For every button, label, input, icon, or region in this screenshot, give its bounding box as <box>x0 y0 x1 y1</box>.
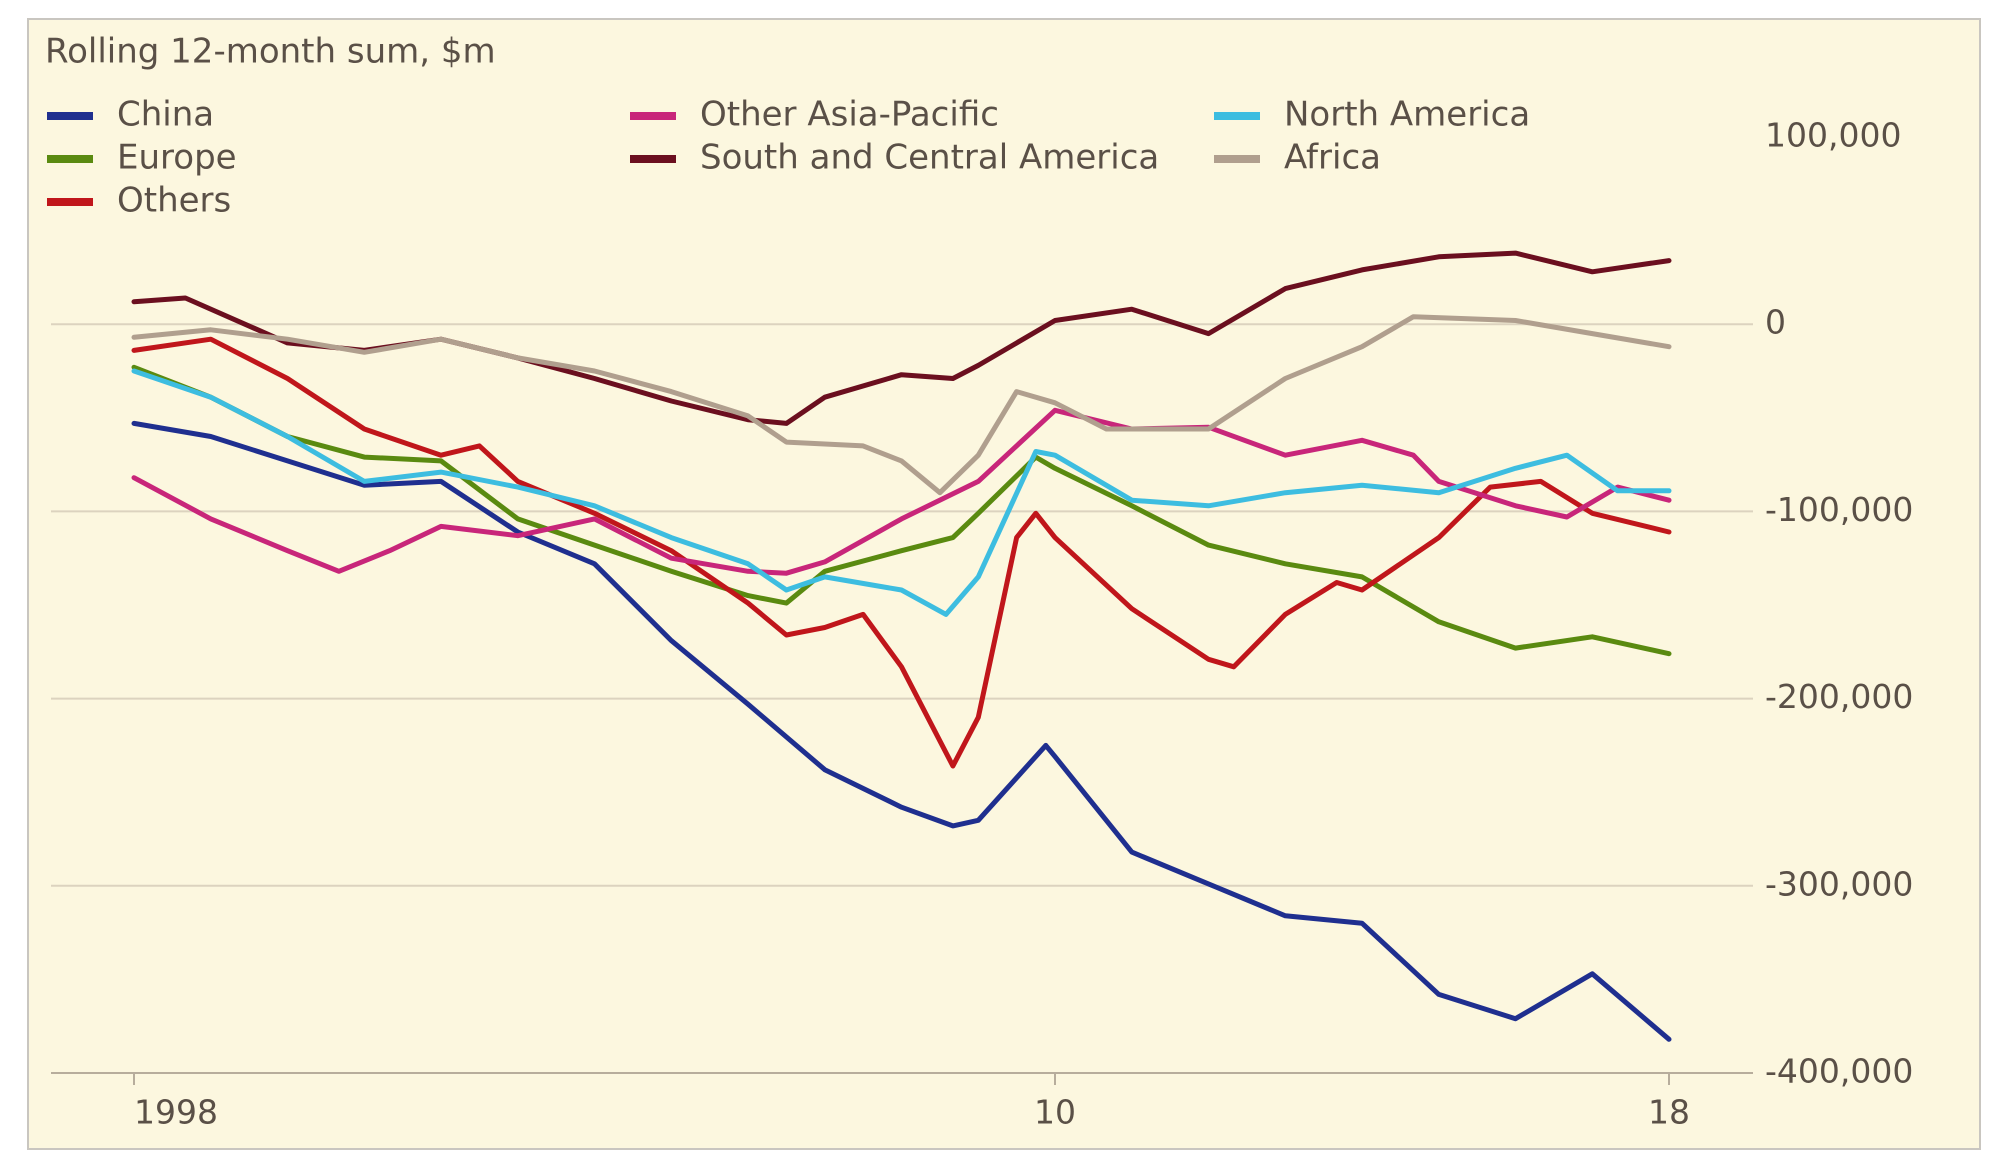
y-tick-label: 100,000 <box>1765 116 1901 155</box>
y-tick-label: -200,000 <box>1765 677 1913 716</box>
x-tick-label: 1998 <box>134 1093 218 1132</box>
series-line <box>131 336 1672 769</box>
series-line <box>131 368 1672 617</box>
legend-label: China <box>117 95 214 135</box>
legend-label: North America <box>1284 95 1530 135</box>
x-tick-label: 10 <box>1034 1093 1076 1132</box>
legend-label: Others <box>117 181 231 221</box>
series-line <box>131 407 1672 576</box>
series-line <box>131 364 1672 657</box>
y-tick-label: -300,000 <box>1765 864 1913 903</box>
y-tick-label: -100,000 <box>1765 490 1913 529</box>
y-tick-label: -400,000 <box>1765 1052 1913 1091</box>
legend-label: Africa <box>1284 138 1381 178</box>
chart-title: Rolling 12-month sum, $m <box>45 32 496 72</box>
chart-frame <box>27 18 1981 1150</box>
series-line <box>131 314 1672 496</box>
series-line <box>131 420 1672 1042</box>
legend-label: Europe <box>117 138 237 178</box>
legend-label: Other Asia-Pacific <box>700 95 999 135</box>
x-tick-label: 18 <box>1648 1093 1690 1132</box>
legend-label: South and Central America <box>700 138 1159 178</box>
y-tick-label: 0 <box>1765 303 1786 342</box>
